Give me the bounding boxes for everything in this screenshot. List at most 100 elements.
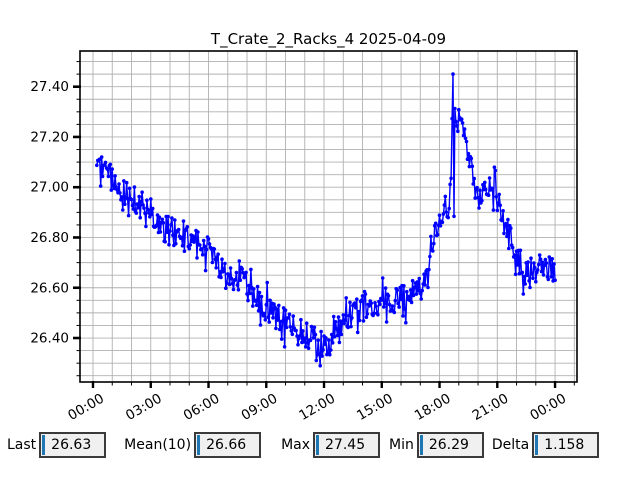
data-point-marker [502, 231, 506, 236]
data-point-marker [473, 196, 478, 200]
stat-delta-value: 1.158 [544, 437, 585, 453]
data-point-marker [469, 156, 474, 161]
data-point-marker [549, 275, 553, 279]
data-point-marker [356, 309, 361, 314]
x-tick-label: 12:00 [296, 391, 338, 424]
data-point-marker [448, 182, 452, 187]
data-point-marker [440, 220, 445, 225]
data-point-marker [536, 262, 541, 267]
data-point-marker [105, 167, 110, 171]
data-point-marker [247, 283, 251, 288]
data-point-marker [331, 314, 336, 319]
data-point-marker [198, 243, 202, 247]
data-point-marker [452, 214, 456, 219]
data-point-marker [234, 270, 239, 275]
data-point-marker [236, 288, 241, 292]
data-point-marker [165, 230, 169, 234]
data-point-marker [505, 234, 509, 239]
data-point-marker [314, 358, 319, 363]
data-point-marker [313, 332, 318, 337]
data-point-marker [100, 174, 105, 179]
data-point-marker [405, 289, 409, 294]
data-point-marker [532, 261, 536, 265]
data-point-marker [169, 223, 173, 227]
data-point-marker [275, 307, 279, 311]
data-point-marker [378, 302, 382, 307]
data-point-marker [324, 336, 328, 340]
y-tick-label: 27.40 [30, 79, 69, 95]
data-point-marker [357, 318, 362, 323]
data-point-marker [318, 363, 323, 368]
data-point-marker [428, 254, 432, 259]
data-point-marker [512, 253, 517, 257]
data-point-marker [522, 274, 526, 279]
data-point-marker [507, 246, 511, 251]
data-point-marker [321, 348, 325, 352]
stats-bar: Last 26.63 Mean(10) 26.66 Max 27.45 Min [0, 430, 640, 460]
text-cursor [419, 435, 423, 455]
data-point-marker [298, 334, 302, 338]
data-point-marker [528, 285, 532, 290]
data-point-marker [395, 288, 400, 293]
data-point-marker [279, 337, 284, 341]
data-point-marker [420, 288, 425, 293]
data-point-marker [256, 309, 261, 313]
data-point-marker [317, 352, 322, 356]
data-point-marker [550, 257, 554, 261]
data-point-marker [380, 276, 385, 280]
data-point-marker [529, 256, 533, 261]
data-point-marker [154, 223, 159, 228]
stat-delta: Delta 1.158 [491, 432, 600, 458]
data-point-marker [383, 286, 388, 290]
stat-delta-label: Delta [491, 437, 530, 453]
stat-max-field[interactable]: 27.45 [313, 432, 381, 458]
data-point-marker [262, 311, 267, 316]
stat-mean-field[interactable]: 26.66 [194, 432, 262, 458]
data-point-marker [497, 192, 502, 197]
stat-min-field[interactable]: 26.29 [416, 432, 484, 458]
data-point-marker [386, 294, 391, 298]
data-point-marker [286, 316, 291, 320]
data-point-marker [229, 276, 234, 281]
stat-mean-label: Mean(10) [124, 437, 192, 453]
data-point-marker [126, 213, 131, 218]
data-point-marker [339, 332, 344, 337]
data-point-marker [348, 300, 352, 305]
data-point-marker [192, 240, 196, 244]
data-point-marker [354, 305, 358, 310]
data-point-marker [365, 312, 370, 316]
data-point-marker [380, 298, 384, 302]
data-point-marker [267, 320, 272, 324]
data-point-marker [460, 121, 465, 125]
data-point-marker [372, 311, 376, 316]
data-point-marker [384, 320, 389, 324]
data-point-marker [277, 327, 282, 332]
data-point-marker [470, 164, 475, 169]
data-point-marker [546, 277, 551, 282]
data-point-marker [327, 338, 331, 342]
data-point-marker [437, 213, 442, 217]
data-point-marker [176, 227, 181, 232]
data-point-marker [139, 199, 143, 204]
data-point-marker [466, 151, 471, 156]
stat-mean-value: 26.66 [206, 437, 247, 453]
data-point-marker [374, 304, 378, 308]
data-point-marker [254, 303, 259, 308]
data-point-marker [415, 280, 420, 284]
data-point-marker [310, 328, 315, 333]
data-point-marker [148, 215, 152, 219]
data-point-marker [98, 184, 103, 188]
data-point-marker [533, 265, 537, 270]
data-point-marker [426, 285, 430, 290]
stat-delta-field[interactable]: 1.158 [532, 432, 600, 458]
data-point-marker [509, 226, 513, 230]
data-point-marker [493, 168, 498, 173]
data-point-marker [523, 282, 527, 286]
data-point-marker [329, 348, 333, 352]
data-point-marker [214, 266, 218, 270]
data-point-marker [196, 230, 200, 234]
data-point-marker [134, 211, 139, 215]
stat-last-field[interactable]: 26.63 [39, 432, 107, 458]
data-point-marker [540, 260, 545, 265]
data-point-marker [245, 292, 249, 296]
